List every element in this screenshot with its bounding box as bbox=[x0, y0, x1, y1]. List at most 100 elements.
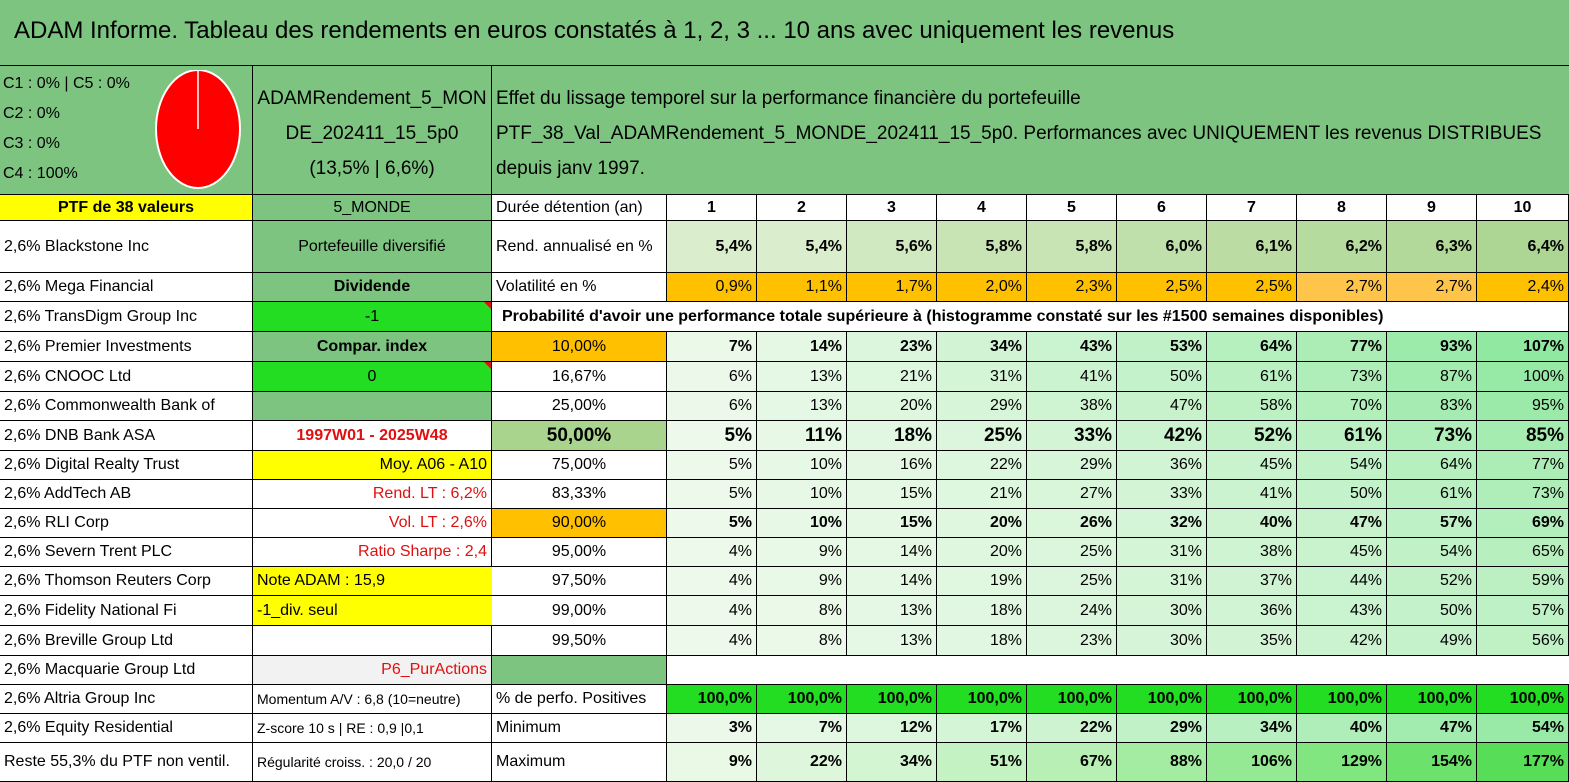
year-header: 4 bbox=[937, 195, 1027, 221]
rend-value: 6,1% bbox=[1207, 221, 1297, 273]
probability-value: 30% bbox=[1117, 596, 1207, 626]
info-cell: 0 bbox=[253, 362, 492, 392]
stat-value: 47% bbox=[1387, 714, 1477, 743]
probability-value: 64% bbox=[1207, 332, 1297, 362]
probability-value: 20% bbox=[937, 509, 1027, 538]
stat-value: 100,0% bbox=[1297, 685, 1387, 714]
probability-value: 70% bbox=[1297, 392, 1387, 421]
vol-value: 2,4% bbox=[1477, 273, 1569, 302]
probability-value: 57% bbox=[1477, 596, 1569, 626]
probability-value: 42% bbox=[1117, 421, 1207, 451]
stat-value: 22% bbox=[757, 743, 847, 782]
info-cell: Rend. LT : 6,2% bbox=[253, 480, 492, 509]
probability-value: 36% bbox=[1117, 451, 1207, 480]
stat-value: 17% bbox=[937, 714, 1027, 743]
info-cell: -1 bbox=[253, 302, 492, 332]
probability-value: 21% bbox=[847, 362, 937, 392]
probability-value: 5% bbox=[667, 451, 757, 480]
portfolio-name: ADAMRendement_5_MON DE_202411_15_5p0 (13… bbox=[253, 66, 492, 195]
probability-value: 4% bbox=[667, 567, 757, 596]
probability-value: 23% bbox=[847, 332, 937, 362]
info-cell: 1997W01 - 2025W48 bbox=[253, 421, 492, 451]
holding-item: 2,6% Digital Realty Trust bbox=[0, 451, 253, 480]
stat-label: Minimum bbox=[492, 714, 667, 743]
stat-value: 100,0% bbox=[847, 685, 937, 714]
stat-value: 22% bbox=[1027, 714, 1117, 743]
vol-value: 1,1% bbox=[757, 273, 847, 302]
probability-value: 19% bbox=[937, 567, 1027, 596]
probability-value: 31% bbox=[937, 362, 1027, 392]
probability-value: 24% bbox=[1027, 596, 1117, 626]
probability-value: 54% bbox=[1387, 538, 1477, 567]
probability-value: 15% bbox=[847, 509, 937, 538]
rend-value: 5,4% bbox=[757, 221, 847, 273]
composition-line: C1 : 0% | C5 : 0% bbox=[3, 75, 130, 92]
composition-line: C4 : 100% bbox=[3, 165, 78, 182]
info-cell: Régularité croiss. : 20,0 / 20 bbox=[253, 743, 492, 782]
info-cell: Z-score 10 s | RE : 0,9 |0,1 bbox=[253, 714, 492, 743]
holding-item: 2,6% Macquarie Group Ltd bbox=[0, 656, 253, 685]
probability-value: 36% bbox=[1207, 596, 1297, 626]
stat-value: 106% bbox=[1207, 743, 1297, 782]
info-cell: Moy. A06 - A10 bbox=[253, 451, 492, 480]
info-cell bbox=[253, 626, 492, 656]
probability-threshold: 97,50% bbox=[492, 567, 667, 596]
stat-value: 100,0% bbox=[1027, 685, 1117, 714]
probability-value: 21% bbox=[937, 480, 1027, 509]
probability-value: 38% bbox=[1207, 538, 1297, 567]
stat-value: 54% bbox=[1477, 714, 1569, 743]
info-cell: Ratio Sharpe : 2,4 bbox=[253, 538, 492, 567]
probability-value: 37% bbox=[1207, 567, 1297, 596]
probability-value: 18% bbox=[937, 596, 1027, 626]
stat-value: 100,0% bbox=[1477, 685, 1569, 714]
year-header: 1 bbox=[667, 195, 757, 221]
probability-value: 45% bbox=[1297, 538, 1387, 567]
probability-value: 45% bbox=[1207, 451, 1297, 480]
probability-value: 6% bbox=[667, 392, 757, 421]
probability-value: 10% bbox=[757, 480, 847, 509]
info-cell: Momentum A/V : 6,8 (10=neutre) bbox=[253, 685, 492, 714]
probability-value: 8% bbox=[757, 626, 847, 656]
composition-line: C2 : 0% bbox=[3, 105, 60, 122]
year-header: 10 bbox=[1477, 195, 1569, 221]
holding-item: 2,6% Commonwealth Bank of bbox=[0, 392, 253, 421]
probability-value: 18% bbox=[937, 626, 1027, 656]
universe-header: 5_MONDE bbox=[253, 195, 492, 221]
holding-item: 2,6% AddTech AB bbox=[0, 480, 253, 509]
holding-item: 2,6% CNOOC Ltd bbox=[0, 362, 253, 392]
probability-value: 18% bbox=[847, 421, 937, 451]
year-header: 7 bbox=[1207, 195, 1297, 221]
probability-value: 77% bbox=[1297, 332, 1387, 362]
probability-value: 31% bbox=[1117, 538, 1207, 567]
probability-value: 38% bbox=[1027, 392, 1117, 421]
stat-value: 3% bbox=[667, 714, 757, 743]
vol-value: 2,7% bbox=[1387, 273, 1477, 302]
probability-value: 42% bbox=[1297, 626, 1387, 656]
probability-value: 49% bbox=[1387, 626, 1477, 656]
probability-value: 32% bbox=[1117, 509, 1207, 538]
probability-value: 6% bbox=[667, 362, 757, 392]
stat-value: 34% bbox=[1207, 714, 1297, 743]
probability-value: 95% bbox=[1477, 392, 1569, 421]
holding-item: 2,6% Breville Group Ltd bbox=[0, 626, 253, 656]
probability-value: 33% bbox=[1117, 480, 1207, 509]
composition-line: C3 : 0% bbox=[3, 135, 60, 152]
probability-value: 13% bbox=[757, 362, 847, 392]
stat-value: 100,0% bbox=[1207, 685, 1297, 714]
probability-title: Probabilité d'avoir une performance tota… bbox=[492, 302, 1477, 332]
info-cell: Note ADAM : 15,9 bbox=[253, 567, 492, 596]
probability-value: 7% bbox=[667, 332, 757, 362]
stat-value: 29% bbox=[1117, 714, 1207, 743]
rend-value: 6,4% bbox=[1477, 221, 1569, 273]
stat-value: 40% bbox=[1297, 714, 1387, 743]
stat-value: 100,0% bbox=[1387, 685, 1477, 714]
holding-item: 2,6% Mega Financial bbox=[0, 273, 253, 302]
probability-value: 43% bbox=[1297, 596, 1387, 626]
probability-threshold: 99,00% bbox=[492, 596, 667, 626]
stat-label: Maximum bbox=[492, 743, 667, 782]
probability-value: 64% bbox=[1387, 451, 1477, 480]
holding-item: 2,6% Blackstone Inc bbox=[0, 221, 253, 273]
probability-value: 27% bbox=[1027, 480, 1117, 509]
info-cell: -1_div. seul bbox=[253, 596, 492, 626]
probability-value: 11% bbox=[757, 421, 847, 451]
